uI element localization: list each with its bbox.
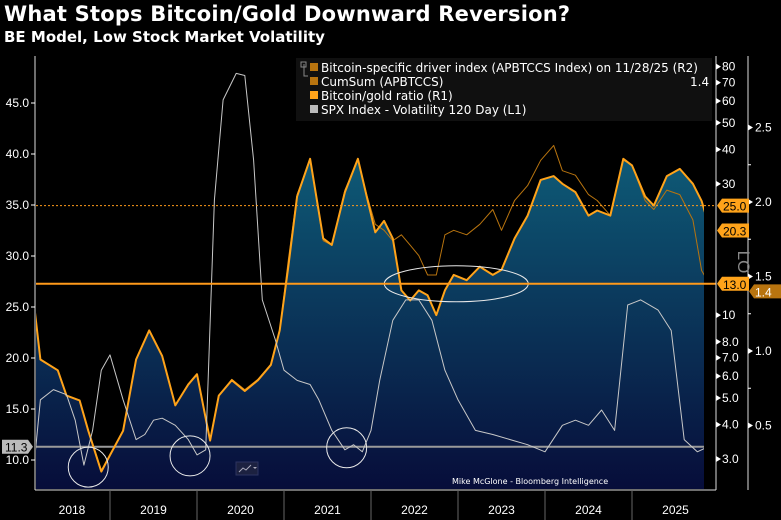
l1-tick-label: 15.0 [6, 402, 30, 416]
r1-tick-label: 80 [722, 60, 736, 74]
chevron-down-icon [253, 467, 257, 469]
chart-title: What Stops Bitcoin/Gold Downward Reversi… [4, 2, 571, 26]
r2-tick-label: 1.5 [755, 270, 772, 284]
r2-tick-label: 1.0 [755, 344, 772, 358]
annotation-circle [169, 435, 211, 477]
r1-tick-label: 8.0 [722, 335, 739, 349]
credit: Mike McGlone - Bloomberg Intelligence [452, 477, 608, 486]
r2-tick [748, 273, 753, 280]
badge-13: 13.0 [723, 278, 747, 292]
legend-cumsum: CumSum (APBTCCS) [321, 75, 443, 89]
r1-tick-label: 40 [722, 142, 736, 156]
r1-tick-label: 60 [722, 94, 736, 108]
r1-tick [716, 338, 721, 345]
l1-tick-label: 20.0 [6, 351, 30, 365]
r1-tick-label: 50 [722, 116, 736, 130]
badge-20-3-bg [717, 223, 749, 238]
annotation-circle [326, 427, 368, 469]
x-tick-label: 2024 [575, 503, 602, 517]
log-scale-label: LO [734, 251, 753, 274]
r1-tick [716, 354, 721, 361]
r1-tick [716, 63, 721, 70]
chart-subtitle: BE Model, Low Stock Market Volatility [4, 28, 325, 46]
badge-11-3-bg [2, 439, 33, 454]
badge-1-4-bg [749, 284, 781, 299]
r1-tick [716, 119, 721, 126]
legend-swatch-vol [310, 105, 318, 113]
r1-tick-label: 70 [722, 76, 736, 90]
legend-ratio: Bitcoin/gold ratio (R1) [321, 89, 453, 103]
series-line-1 [36, 157, 704, 473]
badge-25-bg [717, 198, 749, 213]
r1-tick-label: 6.0 [722, 369, 739, 383]
r2-tick [748, 199, 753, 205]
series-line-2 [36, 72, 704, 466]
r1-tick [716, 79, 721, 86]
line-chart-icon [238, 464, 252, 473]
r1-tick [716, 312, 721, 319]
annotation-circle [67, 446, 109, 488]
l1-tick-label: 25.0 [6, 300, 30, 314]
badge-13-bg [717, 276, 749, 291]
legend-swatch-cumsum [310, 77, 318, 85]
l1-tick-label: 35.0 [6, 198, 30, 212]
x-tick-label: 2019 [140, 503, 167, 517]
x-tick-label: 2020 [227, 503, 254, 517]
l1-tick-label: 45.0 [6, 96, 30, 110]
x-tick-label: 2025 [662, 503, 689, 517]
r2-tick-label: 2.0 [755, 195, 772, 209]
r1-tick [716, 456, 721, 462]
r2-tick [748, 422, 753, 429]
r1-tick-label: 3.0 [722, 452, 739, 466]
legend-driver: Bitcoin-specific driver index (APBTCCS I… [321, 61, 698, 75]
badge-25: 25.0 [723, 200, 747, 214]
chart-type-button[interactable] [235, 461, 259, 476]
r1-tick [716, 373, 721, 380]
l1-tick-label: 40.0 [6, 147, 30, 161]
r1-tick [716, 421, 721, 428]
r2-tick [748, 124, 753, 131]
l1-tick-label: 30.0 [6, 249, 30, 263]
legend-vol: SPX Index - Volatility 120 Day (L1) [321, 103, 526, 117]
x-tick-label: 2018 [59, 503, 86, 517]
legend-cumsum-value: 1.4 [690, 75, 709, 89]
r1-tick [716, 146, 721, 153]
r1-tick [716, 180, 721, 187]
x-tick-label: 2023 [488, 503, 515, 517]
x-tick-label: 2022 [401, 503, 428, 517]
legend-swatch-driver [310, 63, 318, 71]
r2-tick-label: 2.5 [755, 121, 772, 135]
badge-11-3: 11.3 [5, 441, 28, 455]
legend-swatch-ratio [310, 91, 318, 99]
r1-tick-label: 5.0 [722, 391, 739, 405]
badge-1-4: 1.4 [755, 285, 772, 299]
x-tick-label: 2021 [314, 503, 341, 517]
r1-tick-label: 7.0 [722, 351, 739, 365]
r1-tick-label: 4.0 [722, 418, 739, 432]
r1-tick-label: 30 [722, 177, 736, 191]
badge-20-3: 20.3 [723, 225, 747, 239]
r2-tick-label: 0.5 [755, 419, 772, 433]
l1-tick-label: 10.0 [6, 453, 30, 467]
r1-tick-label: 10 [722, 308, 736, 322]
r2-tick [748, 348, 753, 354]
legend: Bitcoin-specific driver index (APBTCCS I… [296, 58, 712, 121]
r1-tick [716, 98, 721, 105]
r1-tick [716, 394, 721, 401]
